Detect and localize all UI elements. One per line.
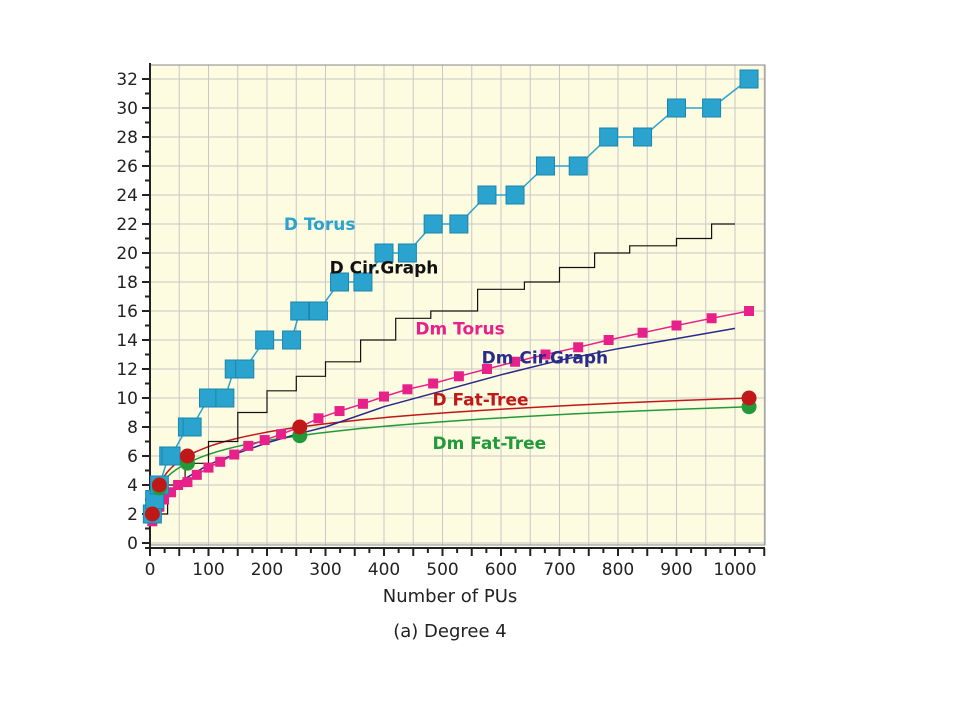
dm-torus-point — [313, 413, 324, 424]
d-torus-point — [477, 185, 497, 205]
d-torus-point — [374, 243, 394, 263]
d-fat-tree-point — [741, 390, 757, 406]
y-tick-label: 6 — [127, 447, 138, 467]
dm-torus-point — [259, 435, 270, 446]
y-tick-label: 2 — [127, 505, 138, 525]
d-torus-point — [535, 156, 555, 176]
d-torus-point — [161, 446, 181, 466]
dm-torus-point — [402, 384, 413, 395]
dm-torus-point — [379, 391, 389, 402]
series-label-dm-torus: Dm Torus — [415, 319, 504, 339]
d-torus-point — [235, 359, 255, 379]
x-tick-label: 600 — [485, 560, 517, 580]
dm-torus-point — [357, 398, 368, 409]
d-torus-point — [255, 330, 275, 350]
y-tick-label: 32 — [116, 70, 138, 90]
y-tick-label: 10 — [116, 389, 138, 409]
grid — [149, 64, 766, 546]
series-labels: D Torus D Cir.Graph Dm Torus Dm Cir.Graph D … — [284, 215, 608, 454]
d-torus-point — [308, 301, 328, 321]
plot-background — [150, 65, 765, 545]
d-torus-point — [282, 330, 302, 350]
series-label-d-cir-graph: D Cir.Graph — [330, 259, 439, 279]
d-torus-point — [739, 69, 759, 89]
d-torus-point — [397, 243, 417, 263]
dm-torus-point — [603, 335, 614, 345]
d-torus-point — [449, 214, 469, 234]
x-tick-label: 900 — [660, 560, 692, 580]
d-torus-point — [633, 127, 653, 147]
y-tick-label: 0 — [127, 534, 138, 554]
y-tick-label: 12 — [116, 360, 138, 380]
series-line-d-cir-graph — [152, 223, 735, 515]
dm-torus-point — [191, 469, 202, 480]
y-tick-label: 22 — [116, 215, 138, 235]
d-torus-point — [599, 127, 619, 147]
d-torus-point — [199, 388, 218, 408]
x-tick-label: 200 — [251, 560, 283, 580]
y-tick-label: 18 — [116, 273, 138, 293]
dm-torus-point — [166, 487, 177, 498]
series-label-dm-fat-tree: Dm Fat-Tree — [432, 434, 546, 454]
y-tick-label: 20 — [116, 244, 138, 264]
d-torus-point — [290, 301, 310, 321]
dm-torus-point — [706, 313, 717, 324]
dm-torus-point — [182, 477, 193, 488]
y-tick-label: 4 — [127, 476, 138, 496]
dm-torus-point — [671, 320, 682, 331]
d-fat-tree-point — [179, 448, 195, 464]
x-tick-label: 700 — [543, 560, 575, 580]
d-torus-point — [505, 185, 525, 205]
series-label-d-torus: D Torus — [284, 215, 356, 235]
d-torus-point — [353, 272, 373, 292]
d-torus-point — [667, 98, 686, 118]
d-torus-point — [568, 156, 588, 176]
series-label-d-fat-tree: D Fat-Tree — [433, 390, 529, 410]
d-fat-tree-point — [292, 419, 308, 435]
dm-torus-point — [229, 449, 240, 460]
dm-torus-point — [510, 356, 521, 367]
d-fat-tree-point — [144, 506, 160, 522]
dm-torus-point — [203, 462, 214, 473]
y-tick-label: 16 — [116, 302, 138, 322]
dm-torus-point — [243, 440, 254, 451]
dm-torus-point — [573, 342, 584, 353]
x-tick-label: 500 — [426, 560, 458, 580]
series-layer — [142, 69, 759, 527]
y-tick-label: 30 — [116, 99, 138, 119]
x-tick-label: 1000 — [713, 560, 756, 580]
d-fat-tree-point — [151, 477, 167, 493]
dm-torus-point — [173, 480, 184, 490]
series-label-dm-cir-graph: Dm Cir.Graph — [482, 348, 609, 368]
d-torus-point — [182, 417, 202, 437]
y-tick-label: 28 — [116, 128, 138, 148]
d-torus-point — [330, 272, 350, 292]
x-tick-label: 400 — [368, 560, 400, 580]
dm-torus-point — [334, 406, 345, 417]
y-tick-label: 26 — [116, 157, 138, 177]
x-tick-label: 0 — [145, 560, 156, 580]
dm-torus-point — [215, 456, 226, 467]
d-torus-point — [215, 388, 235, 408]
x-tick-label: 800 — [602, 560, 634, 580]
x-tick-label: 300 — [309, 560, 341, 580]
y-tick-label: 8 — [127, 418, 138, 438]
dm-torus-point — [453, 371, 464, 382]
dm-torus-point — [637, 327, 648, 338]
dm-torus-point — [276, 429, 287, 440]
chart-caption: (a) Degree 4 — [393, 621, 506, 642]
y-tick-label: 24 — [116, 186, 138, 206]
dm-torus-point — [744, 306, 755, 316]
dm-torus-point — [428, 378, 439, 389]
d-torus-point — [423, 214, 443, 234]
y-tick-label: 14 — [116, 331, 138, 351]
x-tick-label: 100 — [192, 560, 224, 580]
d-torus-point — [702, 98, 722, 118]
x-axis-title: Number of PUs — [383, 586, 518, 607]
dm-torus-point — [481, 364, 492, 374]
dm-torus-point — [540, 349, 551, 360]
